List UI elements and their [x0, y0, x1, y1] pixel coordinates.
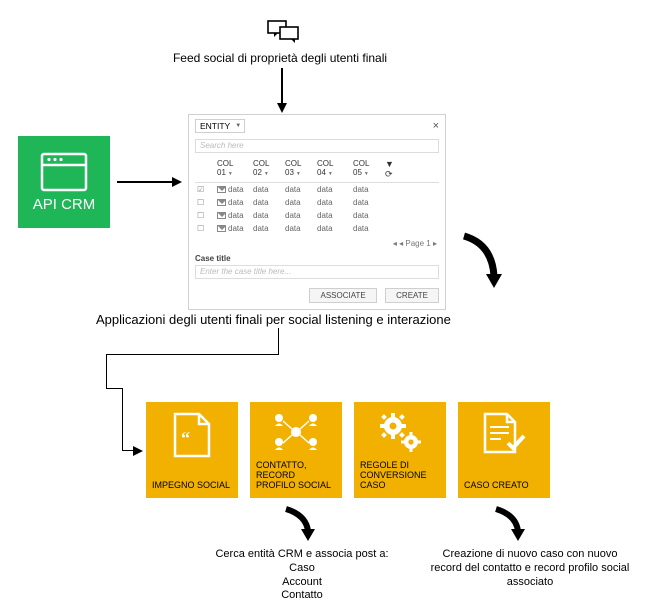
app-pager[interactable]: ◂ ◂ Page 1 ▸: [189, 237, 445, 250]
entity-dropdown[interactable]: ENTITY: [195, 119, 245, 133]
col-header[interactable]: COL 04: [315, 157, 351, 182]
orange-box-impegno: “ IMPEGNO SOCIAL: [146, 402, 238, 498]
table-header-row: COL 01 COL 02 COL 03 COL 04 COL 05 ▼ ⟳: [195, 157, 439, 183]
table-row[interactable]: ☐datadatadatadatadata: [195, 196, 439, 209]
elbow-1-v: [278, 328, 279, 354]
arrow-api-right: [117, 181, 173, 183]
api-crm-box: API CRM: [18, 136, 110, 228]
orange-label: CONTATTO, RECORD PROFILO SOCIAL: [256, 460, 336, 490]
quote-document-icon: “: [169, 410, 215, 460]
col-header[interactable]: COL 05: [351, 157, 383, 182]
api-crm-label: API CRM: [33, 196, 96, 213]
feed-caption: Feed social di proprietà degli utenti fi…: [130, 51, 430, 65]
arrow-feed-down-head: [277, 103, 287, 113]
arrow-feed-down: [281, 68, 283, 104]
orange-box-contatto: CONTATTO, RECORD PROFILO SOCIAL: [250, 402, 342, 498]
col-header[interactable]: COL 01: [215, 157, 251, 182]
filter-icons[interactable]: ▼ ⟳: [383, 157, 407, 182]
create-button[interactable]: CREATE: [385, 288, 439, 303]
elbow-1-v2: [106, 354, 107, 388]
table-row[interactable]: ☑datadatadatadatadata: [195, 183, 439, 196]
app-header: ENTITY ×: [189, 115, 445, 137]
orange-box-caso: CASO CREATO: [458, 402, 550, 498]
app-search-input[interactable]: Search here: [195, 139, 439, 153]
elbow-2-v: [122, 388, 123, 450]
curve-arrow-window-down: [458, 230, 508, 297]
orange-box-regole: REGOLE DI CONVERSIONE CASO: [354, 402, 446, 498]
associate-button[interactable]: ASSOCIATE: [309, 288, 376, 303]
people-network-icon: [271, 410, 321, 454]
gears-icon: [375, 410, 425, 456]
case-title-label: Case title: [189, 250, 445, 265]
orange-label: CASO CREATO: [464, 480, 544, 490]
orange-label: REGOLE DI CONVERSIONE CASO: [360, 460, 440, 490]
elbow-arrowhead: [133, 446, 143, 456]
app-table: COL 01 COL 02 COL 03 COL 04 COL 05 ▼ ⟳ ☑…: [195, 157, 439, 235]
new-case-caption: Creazione di nuovo caso con nuovo record…: [430, 548, 630, 589]
doc-check-icon: [479, 410, 529, 458]
col-header[interactable]: COL 03: [283, 157, 315, 182]
svg-text:“: “: [181, 428, 190, 448]
elbow-1-h2: [106, 388, 122, 389]
orange-label: IMPEGNO SOCIAL: [152, 480, 232, 490]
apps-caption: Applicazioni degli utenti finali per soc…: [96, 312, 476, 327]
search-line3: Account: [200, 576, 404, 590]
elbow-1-h: [106, 354, 279, 355]
curve-arrow-contatto-down: [280, 505, 324, 548]
search-line4: Contatto: [200, 589, 404, 603]
search-entities-caption: Cerca entità CRM e associa post a: Caso …: [200, 548, 404, 603]
curve-arrow-caso-down: [490, 505, 534, 548]
table-row[interactable]: ☐datadatadatadatadata: [195, 222, 439, 235]
app-buttons: ASSOCIATE CREATE: [189, 283, 445, 309]
search-line2: Caso: [200, 562, 404, 576]
case-title-input[interactable]: Enter the case title here...: [195, 265, 439, 279]
arrow-api-right-head: [172, 177, 182, 187]
table-row[interactable]: ☐datadatadatadatadata: [195, 209, 439, 222]
search-line1: Cerca entità CRM e associa post a:: [200, 548, 404, 562]
col-header[interactable]: COL 02: [251, 157, 283, 182]
app-window: ENTITY × Search here COL 01 COL 02 COL 0…: [188, 114, 446, 310]
close-icon[interactable]: ×: [433, 120, 439, 132]
speech-bubbles-icon: [267, 20, 299, 51]
